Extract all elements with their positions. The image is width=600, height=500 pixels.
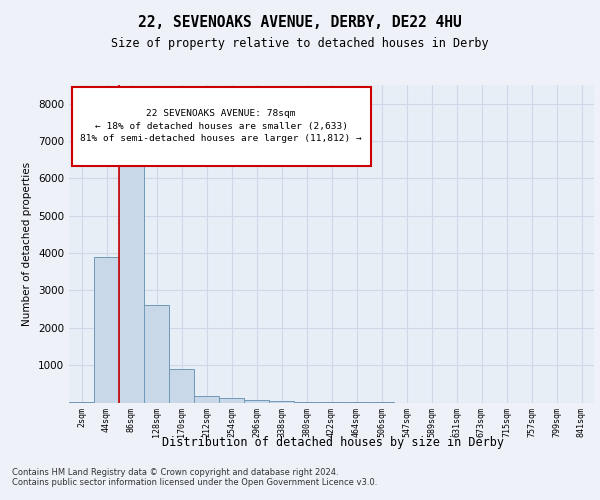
- Bar: [169, 369, 194, 402]
- Text: Contains HM Land Registry data © Crown copyright and database right 2024.
Contai: Contains HM Land Registry data © Crown c…: [12, 468, 377, 487]
- Bar: [144, 306, 169, 402]
- Bar: [219, 398, 244, 402]
- Bar: [119, 160, 144, 402]
- Bar: [269, 400, 294, 402]
- Bar: [194, 396, 219, 402]
- Text: Distribution of detached houses by size in Derby: Distribution of detached houses by size …: [162, 436, 504, 449]
- Text: 22, SEVENOAKS AVENUE, DERBY, DE22 4HU: 22, SEVENOAKS AVENUE, DERBY, DE22 4HU: [138, 15, 462, 30]
- Y-axis label: Number of detached properties: Number of detached properties: [22, 162, 32, 326]
- Bar: [94, 257, 119, 402]
- Bar: [244, 400, 269, 402]
- FancyBboxPatch shape: [71, 86, 371, 166]
- Text: 22 SEVENOAKS AVENUE: 78sqm
← 18% of detached houses are smaller (2,633)
81% of s: 22 SEVENOAKS AVENUE: 78sqm ← 18% of deta…: [80, 110, 362, 144]
- Text: Size of property relative to detached houses in Derby: Size of property relative to detached ho…: [111, 38, 489, 51]
